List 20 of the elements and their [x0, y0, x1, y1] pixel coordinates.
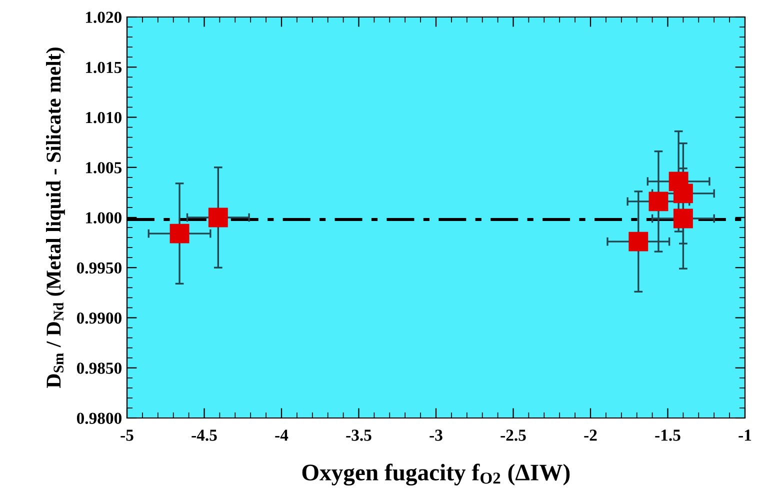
- y-tick-label: 0.9900: [76, 312, 122, 324]
- y-tick-label: 1.005: [86, 162, 122, 174]
- x-axis-title: Oxygen fugacity f$_{O2}$ (ΔIW): [302, 464, 570, 486]
- y-tick-label: 0.9850: [76, 362, 122, 374]
- x-tick-label: -1: [738, 430, 752, 441]
- y-tick-label: 1.000: [86, 212, 122, 224]
- x-tick-label: -1.5: [655, 430, 680, 441]
- x-tick-label: -4: [275, 430, 288, 441]
- x-tick-label: -5: [120, 430, 134, 441]
- y-tick-label: 0.9950: [76, 262, 122, 274]
- x-tick-label: -4.5: [192, 430, 217, 441]
- y-tick-label: 1.020: [86, 12, 122, 24]
- y-tick-label: 0.9800: [76, 412, 122, 424]
- y-tick-label: 1.010: [86, 112, 122, 124]
- x-tick-label: -3: [430, 430, 442, 441]
- x-tick-label: -2: [584, 430, 597, 441]
- y-axis-title: D$_{Sm}$ / D$_{Nd}$ (Metal liquid - Silicate melt): [46, 48, 65, 388]
- y-tick-label: 1.015: [86, 62, 122, 74]
- x-tick-label: -3.5: [346, 430, 372, 441]
- x-tick-label: -2.5: [500, 430, 526, 441]
